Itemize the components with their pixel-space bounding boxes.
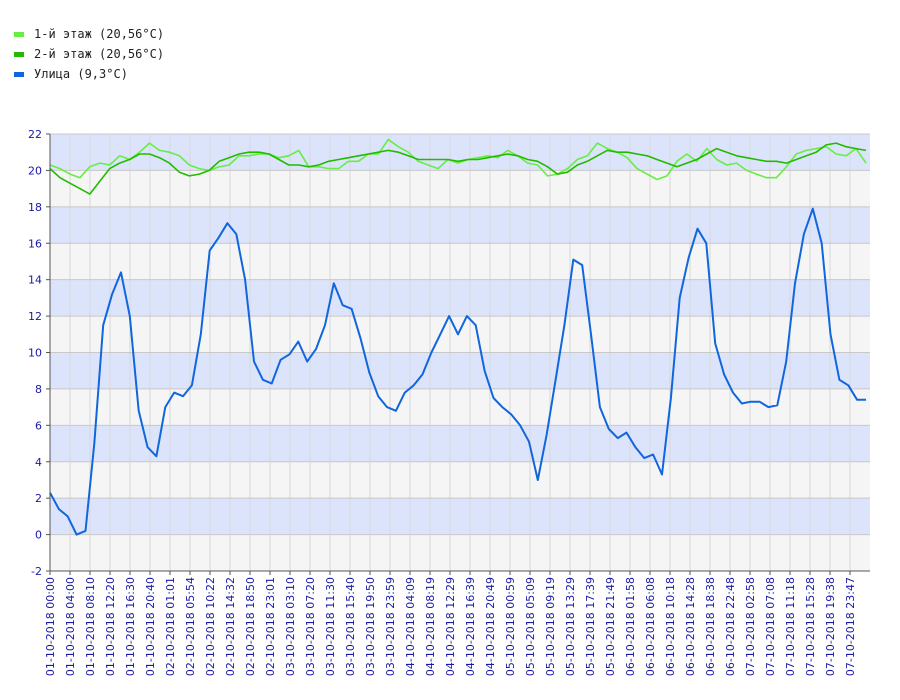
x-tick-label: 05-10-2018 09:19: [544, 577, 557, 676]
x-tick-label: 07-10-2018 07:08: [764, 577, 777, 676]
x-tick-label: 05-10-2018 13:29: [564, 577, 577, 676]
x-tick-label: 06-10-2018 18:38: [704, 577, 717, 676]
x-tick-label: 01-10-2018 20:40: [144, 577, 157, 676]
y-axis-ticks: -2 0 2 4 6 8 10 12 14 16 18 20 22: [28, 128, 50, 578]
y-tick-label: 18: [28, 201, 42, 214]
legend-swatch-floor2: [14, 51, 24, 57]
x-tick-label: 07-10-2018 15:28: [804, 577, 817, 676]
x-tick-label: 02-10-2018 23:01: [264, 577, 277, 676]
x-tick-label: 07-10-2018 19:38: [824, 577, 837, 676]
band: [50, 461, 870, 499]
legend-swatch-floor1: [14, 31, 24, 37]
x-tick-label: 03-10-2018 15:40: [344, 577, 357, 676]
background-bands: [50, 134, 870, 571]
x-axis-ticks: 01-10-2018 00:00 01-10-2018 04:00 01-10-20…: [44, 571, 857, 676]
x-tick-label: 05-10-2018 17:39: [584, 577, 597, 676]
series-line-floor2: [49, 142, 867, 195]
y-tick-label: 6: [35, 419, 42, 432]
band: [50, 498, 870, 535]
x-tick-label: 03-10-2018 23:59: [384, 577, 397, 676]
x-tick-label: 01-10-2018 08:10: [84, 577, 97, 676]
x-tick-label: 03-10-2018 03:10: [284, 577, 297, 676]
y-tick-label: -2: [31, 565, 42, 578]
y-tick-label: 8: [35, 383, 42, 396]
y-tick-label: 0: [35, 529, 42, 542]
x-tick-label: 02-10-2018 18:50: [244, 577, 257, 676]
series-lines: [49, 138, 867, 536]
x-tick-label: 01-10-2018 12:20: [104, 577, 117, 676]
x-tick-label: 06-10-2018 22:48: [724, 577, 737, 676]
y-tick-label: 20: [28, 164, 42, 177]
x-tick-label: 03-10-2018 07:20: [304, 577, 317, 676]
x-tick-label: 06-10-2018 06:08: [644, 577, 657, 676]
legend-swatch-street: [14, 71, 24, 77]
band: [50, 206, 870, 244]
x-tick-label: 05-10-2018 21:49: [604, 577, 617, 676]
x-tick-label: 01-10-2018 00:00: [44, 577, 57, 676]
y-tick-label: 10: [28, 347, 42, 360]
legend-item-street[interactable]: Улица (9,3°C): [14, 64, 164, 84]
band: [50, 170, 870, 207]
x-tick-label: 04-10-2018 16:39: [464, 577, 477, 676]
x-tick-label: 01-10-2018 16:30: [124, 577, 137, 676]
x-tick-label: 07-10-2018 02:58: [744, 577, 757, 676]
x-tick-label: 04-10-2018 12:29: [444, 577, 457, 676]
x-tick-label: 04-10-2018 08:19: [424, 577, 437, 676]
y-tick-label: 16: [28, 237, 42, 250]
legend-item-floor2[interactable]: 2-й этаж (20,56°C): [14, 44, 164, 64]
x-tick-label: 03-10-2018 19:50: [364, 577, 377, 676]
y-tick-label: 4: [35, 456, 42, 469]
x-tick-label: 07-10-2018 11:18: [784, 577, 797, 676]
legend-label-floor2: 2-й этаж (20,56°C): [34, 47, 165, 61]
legend: 1-й этаж (20,56°C) 2-й этаж (20,56°C) Ул…: [14, 24, 164, 84]
series-line-floor1: [49, 138, 867, 181]
band: [50, 425, 870, 462]
x-tick-label: 02-10-2018 10:22: [204, 577, 217, 676]
y-tick-label: 12: [28, 310, 42, 323]
band: [50, 534, 870, 571]
x-tick-label: 02-10-2018 14:32: [224, 577, 237, 676]
x-tick-label: 01-10-2018 04:00: [64, 577, 77, 676]
band: [50, 316, 870, 353]
x-tick-label: 06-10-2018 14:28: [684, 577, 697, 676]
x-tick-label: 06-10-2018 10:18: [664, 577, 677, 676]
series-line-street: [49, 207, 866, 536]
band: [50, 134, 870, 171]
y-tick-label: 2: [35, 492, 42, 505]
band: [50, 388, 870, 426]
y-tick-label: 22: [28, 128, 42, 141]
x-tick-label: 02-10-2018 01:01: [164, 577, 177, 676]
band: [50, 279, 870, 317]
x-tick-label: 06-10-2018 01:58: [624, 577, 637, 676]
y-tick-label: 14: [28, 274, 42, 287]
band: [50, 243, 870, 280]
x-tick-label: 07-10-2018 23:47: [844, 577, 857, 676]
legend-label-floor1: 1-й этаж (20,56°C): [34, 27, 165, 41]
x-tick-label: 04-10-2018 04:09: [404, 577, 417, 676]
legend-item-floor1[interactable]: 1-й этаж (20,56°C): [14, 24, 164, 44]
band: [50, 352, 870, 389]
x-tick-label: 04-10-2018 20:49: [484, 577, 497, 676]
legend-label-street: Улица (9,3°C): [34, 67, 128, 81]
x-tick-label: 03-10-2018 11:30: [324, 577, 337, 676]
x-tick-label: 05-10-2018 00:59: [504, 577, 517, 676]
x-tick-label: 05-10-2018 05:09: [524, 577, 537, 676]
x-tick-label: 02-10-2018 05:54: [184, 577, 197, 676]
